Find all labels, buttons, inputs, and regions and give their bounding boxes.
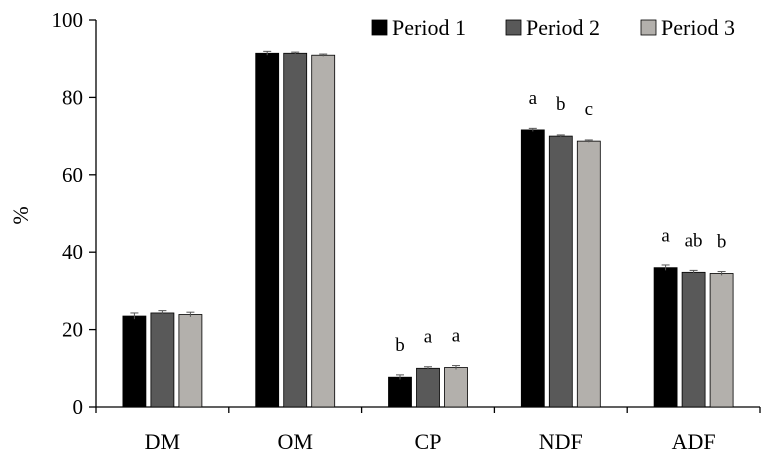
significance-letter: a	[424, 326, 433, 347]
legend-swatch-period-2	[505, 19, 522, 36]
significance-letter: a	[661, 226, 670, 247]
significance-letter: b	[717, 231, 727, 252]
bar-period-1-cp	[388, 376, 412, 408]
bars-group	[122, 52, 734, 408]
significance-letter: ab	[685, 230, 703, 251]
y-tick-label: 60	[62, 163, 83, 187]
y-tick-label: 40	[62, 240, 83, 264]
x-category-label: OM	[277, 429, 312, 454]
significance-letter: a	[529, 88, 538, 109]
bar-period-2-ndf	[548, 135, 573, 408]
significance-letter: b	[556, 94, 566, 115]
legend-label-period-3: Period 3	[661, 15, 735, 40]
error-bars-group	[130, 50, 726, 380]
bar-period-2-adf	[681, 271, 706, 408]
bar-period-2-cp	[416, 367, 440, 408]
bar-period-1-ndf	[520, 129, 545, 408]
bar-period-2-om	[283, 52, 308, 408]
bar-period-3-om	[311, 54, 336, 408]
bar-period-2-dm	[150, 312, 175, 408]
x-category-label: DM	[145, 429, 180, 454]
bar-period-1-om	[255, 52, 280, 408]
y-tick-label: 80	[62, 85, 83, 109]
bar-period-3-cp	[444, 367, 468, 408]
bar-period-1-dm	[122, 315, 147, 408]
bar-period-3-dm	[178, 314, 203, 408]
y-axis-title: %	[8, 206, 33, 224]
bar-period-3-ndf	[576, 140, 601, 408]
bar-period-3-adf	[709, 273, 734, 408]
y-tick-label: 0	[73, 395, 84, 419]
y-tick-label: 20	[62, 318, 83, 342]
significance-letter: b	[395, 335, 405, 356]
significance-letters-group: b a aa b ca ab b	[395, 88, 726, 356]
legend-swatch-period-3	[640, 19, 657, 36]
significance-letter: c	[585, 99, 593, 120]
legend: Period 1 Period 2 Period 3	[371, 15, 735, 40]
bar-period-1-adf	[653, 267, 678, 408]
x-category-label: ADF	[672, 429, 716, 454]
axes-group: 0 20 40 60 80 100% DM OM CP NDF ADF	[8, 8, 761, 454]
legend-label-period-2: Period 2	[526, 15, 600, 40]
significance-letter: a	[452, 326, 461, 347]
legend-swatch-period-1	[371, 19, 388, 36]
y-tick-label: 100	[52, 8, 84, 32]
x-category-label: CP	[415, 429, 442, 454]
legend-label-period-1: Period 1	[392, 15, 466, 40]
x-category-label: NDF	[539, 429, 583, 454]
